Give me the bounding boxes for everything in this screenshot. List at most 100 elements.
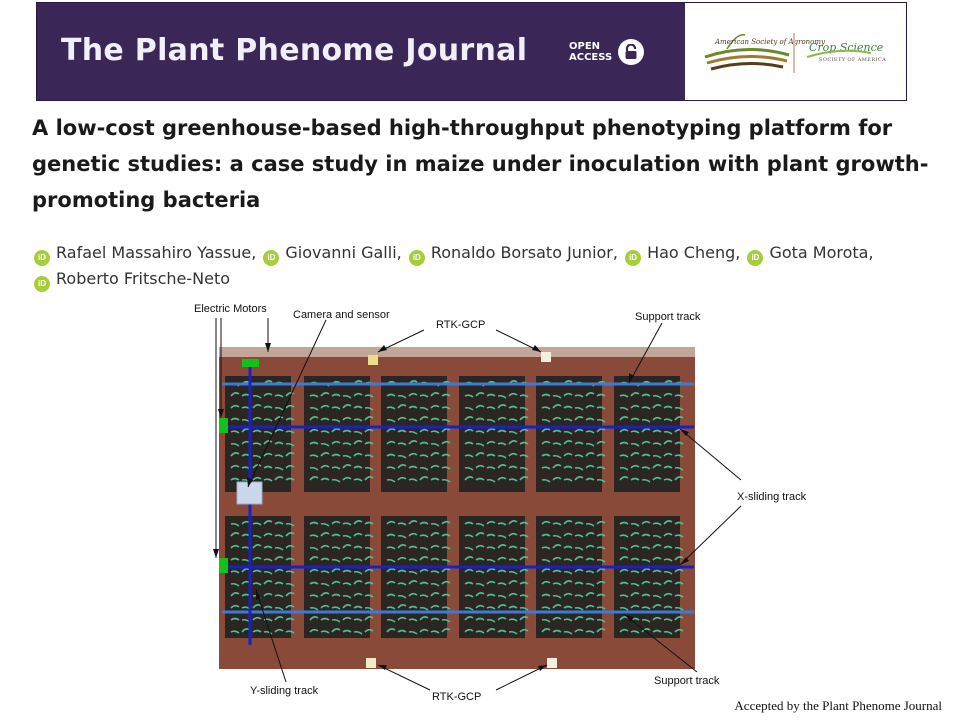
orcid-icon[interactable]: iD bbox=[34, 276, 50, 292]
plant bbox=[386, 406, 396, 410]
plant bbox=[486, 418, 496, 423]
plant bbox=[342, 416, 352, 421]
plant bbox=[441, 618, 451, 623]
plant bbox=[497, 394, 507, 399]
plant bbox=[274, 606, 284, 611]
plant bbox=[320, 604, 330, 609]
plant bbox=[252, 534, 262, 539]
plant bbox=[630, 582, 640, 587]
plant bbox=[408, 430, 418, 435]
orcid-icon[interactable]: iD bbox=[625, 250, 642, 266]
orcid-icon[interactable]: iD bbox=[747, 250, 764, 266]
plant bbox=[252, 464, 262, 469]
plant bbox=[475, 430, 485, 434]
plant bbox=[652, 629, 662, 633]
plant bbox=[541, 418, 551, 423]
plant bbox=[309, 606, 319, 611]
plant bbox=[430, 570, 440, 574]
plant bbox=[320, 532, 330, 537]
plant bbox=[464, 628, 474, 633]
plant bbox=[263, 405, 273, 409]
plant bbox=[309, 428, 319, 433]
plant bbox=[563, 520, 573, 525]
orcid-icon[interactable]: iD bbox=[263, 250, 280, 266]
plant bbox=[285, 582, 295, 587]
plant bbox=[475, 557, 485, 561]
plant bbox=[430, 442, 440, 447]
plant bbox=[541, 478, 551, 483]
orcid-icon[interactable]: iD bbox=[34, 250, 50, 266]
plant bbox=[486, 533, 496, 537]
plant bbox=[674, 416, 684, 421]
plant bbox=[497, 404, 507, 409]
plant bbox=[541, 453, 551, 457]
plant bbox=[663, 452, 673, 457]
orcid-icon[interactable]: iD bbox=[408, 250, 425, 266]
author-item[interactable]: iD Gota Morota, bbox=[745, 243, 874, 266]
plant bbox=[652, 534, 662, 539]
plant bbox=[563, 392, 573, 397]
plant bbox=[386, 428, 396, 433]
plant bbox=[497, 629, 507, 633]
plant bbox=[309, 628, 319, 633]
plant bbox=[342, 464, 352, 469]
plant bbox=[397, 442, 407, 446]
author-item[interactable]: iD Rafael Massahiro Yassue, bbox=[32, 243, 256, 266]
plant bbox=[563, 418, 573, 422]
plant bbox=[486, 406, 496, 410]
plant bbox=[674, 581, 684, 585]
plant bbox=[419, 534, 429, 538]
plant bbox=[641, 628, 651, 633]
plant bbox=[408, 392, 418, 397]
author-item[interactable]: iD Hao Cheng, bbox=[623, 243, 740, 266]
author-item[interactable]: iD Ronaldo Borsato Junior, bbox=[407, 243, 618, 266]
plant bbox=[309, 546, 319, 551]
plant bbox=[497, 464, 507, 469]
plant bbox=[419, 628, 429, 633]
plant bbox=[630, 417, 640, 421]
plant bbox=[663, 618, 673, 622]
plant bbox=[353, 430, 363, 435]
plant bbox=[263, 478, 273, 482]
plant bbox=[574, 454, 584, 458]
plant bbox=[652, 594, 662, 599]
plant bbox=[408, 478, 418, 482]
label-camera-sensor: Camera and sensor bbox=[293, 309, 390, 321]
plant bbox=[285, 522, 295, 527]
plant bbox=[652, 544, 662, 549]
plant bbox=[497, 544, 507, 549]
plant bbox=[419, 616, 429, 621]
plant bbox=[230, 592, 240, 597]
plant bbox=[331, 428, 341, 433]
plant bbox=[519, 568, 529, 573]
plant bbox=[674, 606, 684, 611]
plant bbox=[652, 604, 662, 609]
plant bbox=[508, 558, 518, 562]
plant bbox=[285, 442, 295, 447]
author-item[interactable]: iD Roberto Fritsche-Neto bbox=[32, 269, 230, 292]
gcp-marker-top-1 bbox=[368, 355, 378, 365]
author-item[interactable]: iD Giovanni Galli, bbox=[261, 243, 402, 266]
plant bbox=[630, 522, 640, 527]
plant bbox=[674, 594, 684, 598]
plant bbox=[342, 534, 352, 539]
plant bbox=[419, 416, 429, 421]
plant bbox=[386, 418, 396, 423]
plant bbox=[552, 594, 562, 599]
plant bbox=[285, 544, 295, 549]
plant bbox=[430, 592, 440, 597]
plant bbox=[331, 568, 341, 573]
plant bbox=[641, 453, 651, 457]
plant bbox=[397, 394, 407, 399]
plant bbox=[342, 629, 352, 633]
plant bbox=[285, 430, 295, 434]
plant bbox=[519, 428, 529, 433]
plant bbox=[252, 616, 262, 621]
plant bbox=[596, 453, 606, 457]
plant bbox=[552, 616, 562, 621]
plant bbox=[364, 466, 374, 471]
plant bbox=[419, 556, 429, 561]
plant bbox=[652, 569, 662, 573]
plant bbox=[441, 418, 451, 423]
crop-science-name: Crop Science bbox=[809, 41, 884, 54]
